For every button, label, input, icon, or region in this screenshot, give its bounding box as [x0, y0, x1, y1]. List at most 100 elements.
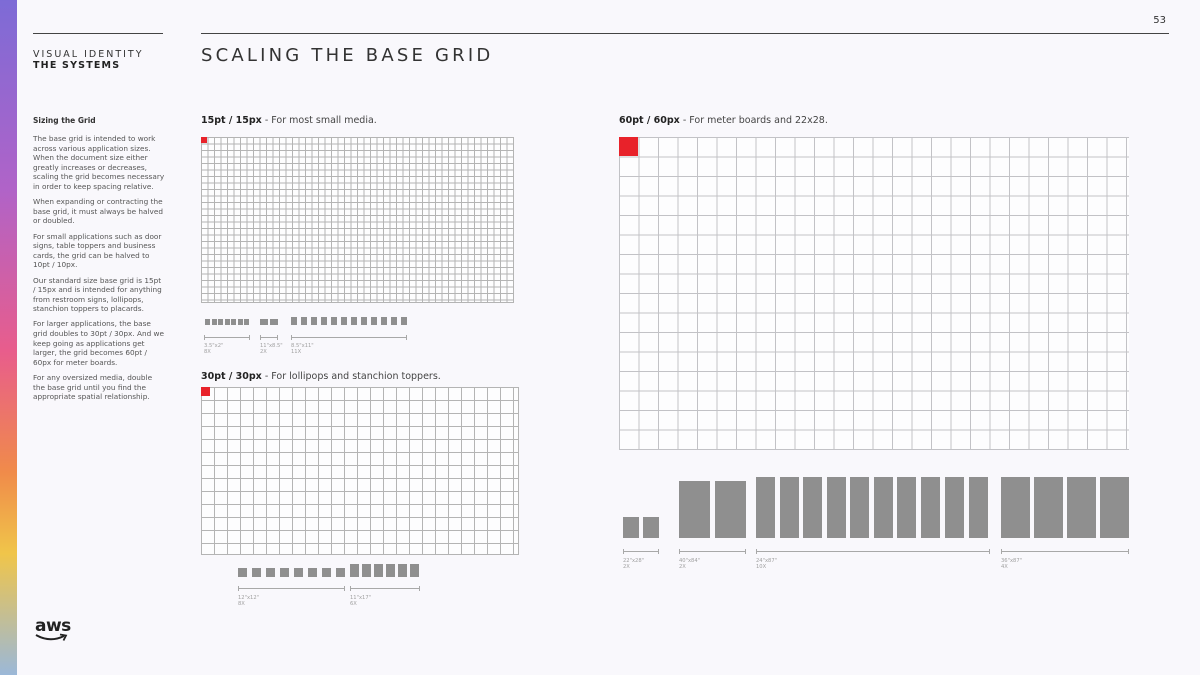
size-block [1034, 477, 1063, 538]
grid-30-red-module [201, 387, 210, 396]
grid-30-size: 30pt / 30px [201, 371, 262, 382]
dimension-line [1001, 549, 1129, 554]
sidebar-body: The base grid is intended to work across… [33, 134, 165, 407]
dimension-line [623, 549, 659, 554]
grid-30-desc: For lollipops and stanchion toppers. [271, 371, 441, 382]
grid-60-red-module [619, 137, 638, 156]
size-block [1067, 477, 1096, 538]
size-block [1100, 477, 1129, 538]
size-block [350, 564, 359, 577]
example-caption: 36"x87" 4X [1001, 558, 1023, 571]
example-caption: 8.5"x11" 11X [291, 343, 314, 356]
size-block [827, 477, 846, 538]
page-title: SCALING THE BASE GRID [201, 45, 494, 66]
grid-60-label: 60pt / 60px - For meter boards and 22x28… [619, 115, 828, 126]
size-block [336, 568, 345, 577]
size-block [321, 317, 327, 325]
grid-15-sample [201, 137, 514, 303]
size-block [205, 319, 210, 325]
size-block [398, 564, 407, 577]
size-block [260, 319, 268, 325]
size-block [237, 319, 243, 325]
dimension-line [756, 549, 990, 554]
size-block [224, 319, 230, 325]
size-block [945, 477, 964, 538]
section-subtitle: THE SYSTEMS [33, 60, 121, 71]
gradient-edge [0, 0, 17, 675]
size-block [874, 477, 893, 538]
grid-60-desc: For meter boards and 22x28. [689, 115, 828, 126]
size-block [351, 317, 357, 325]
sidebar-paragraph: For larger applications, the base grid d… [33, 319, 165, 367]
size-block [643, 517, 659, 538]
aws-logo: aws [35, 616, 71, 644]
size-block [679, 481, 710, 538]
grid-30-label: 30pt / 30px - For lollipops and stanchio… [201, 371, 441, 382]
size-block [897, 477, 916, 538]
example-caption: 3.5"x2" 8X [204, 343, 224, 356]
size-block [623, 517, 639, 538]
size-block [280, 568, 289, 577]
size-block [231, 319, 236, 325]
grid-15-size: 15pt / 15px [201, 115, 262, 126]
dimension-line [204, 335, 250, 340]
dimension-line [350, 586, 420, 591]
sidebar-paragraph: For small applications such as door sign… [33, 231, 162, 270]
sidebar-paragraph: For any oversized media, double the base… [33, 373, 153, 402]
size-block [211, 319, 217, 325]
size-block [410, 564, 419, 577]
header-rule-right [201, 33, 1169, 34]
sidebar-paragraph: Our standard size base grid is 15pt / 15… [33, 275, 162, 314]
size-block [238, 568, 247, 577]
size-block [756, 477, 775, 538]
grid-60-sample [619, 137, 1129, 450]
dimension-line [238, 586, 345, 591]
dimension-line [291, 335, 407, 340]
aws-logo-text: aws [35, 616, 71, 636]
size-block [301, 317, 307, 325]
size-block [715, 481, 746, 538]
size-block [803, 477, 822, 538]
size-block [331, 317, 337, 325]
section-title: VISUAL IDENTITY [33, 49, 144, 60]
sidebar-paragraph: When expanding or contracting the base g… [33, 197, 163, 226]
example-caption: 22"x28" 2X [623, 558, 645, 571]
example-caption: 11"x8.5" 2X [260, 343, 283, 356]
example-caption: 24"x87" 10X [756, 558, 778, 571]
header-rule-left [33, 33, 163, 34]
grid-15-label: 15pt / 15px - For most small media. [201, 115, 377, 126]
dimension-line [679, 549, 746, 554]
size-block [401, 317, 407, 325]
grid-15-desc: For most small media. [271, 115, 377, 126]
size-block [311, 317, 317, 325]
grid-15-red-module [201, 137, 207, 143]
size-block [291, 317, 297, 325]
size-block [780, 477, 799, 538]
size-block [1001, 477, 1030, 538]
size-block [308, 568, 317, 577]
example-caption: 40"x84" 2X [679, 558, 701, 571]
size-block [850, 477, 869, 538]
size-block [386, 564, 395, 577]
page-number: 53 [1153, 15, 1166, 26]
size-block [921, 477, 940, 538]
size-block [244, 319, 249, 325]
smile-arrow-icon [35, 633, 68, 641]
size-block [371, 317, 377, 325]
size-block [362, 564, 371, 577]
example-caption: 11"x17" 6X [350, 595, 372, 608]
sidebar-paragraph: The base grid is intended to work across… [33, 134, 165, 191]
size-block [322, 568, 331, 577]
size-block [381, 317, 387, 325]
example-caption: 12"x12" 8X [238, 595, 260, 608]
size-block [270, 319, 278, 325]
grid-30-sample [201, 387, 519, 555]
sidebar-heading: Sizing the Grid [33, 116, 96, 125]
size-block [218, 319, 223, 325]
grid-60-size: 60pt / 60px [619, 115, 680, 126]
size-block [266, 568, 275, 577]
size-block [341, 317, 347, 325]
size-block [969, 477, 988, 538]
size-block [374, 564, 383, 577]
size-block [391, 317, 397, 325]
